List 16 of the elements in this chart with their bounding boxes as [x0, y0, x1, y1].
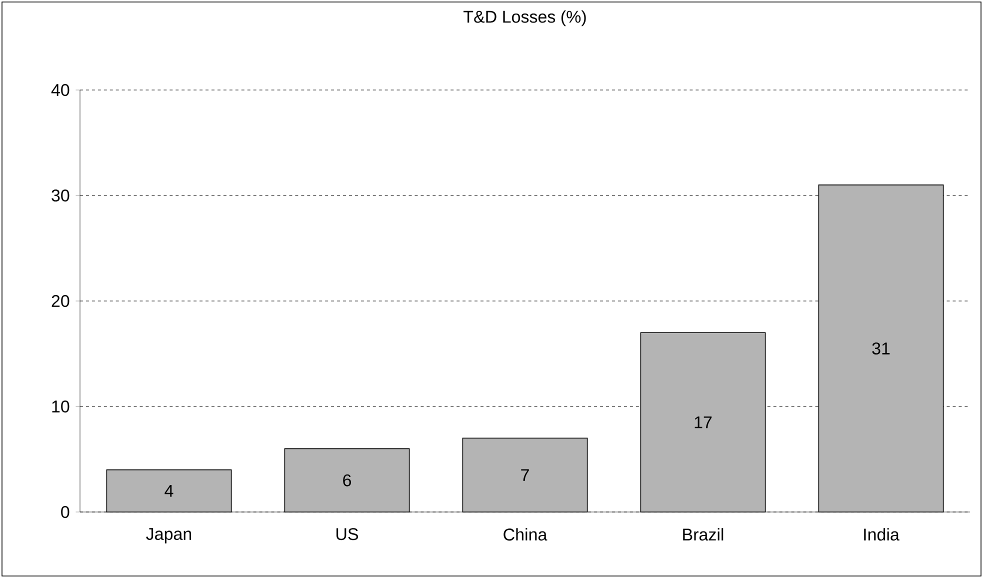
x-tick-label: Japan — [146, 528, 192, 544]
x-tick-label: China — [504, 528, 548, 541]
x-tick-label: India — [864, 528, 900, 541]
x-tick-label: Brazil — [683, 528, 724, 541]
data-label: 7 — [521, 469, 529, 481]
y-tick-label: 10 — [52, 400, 70, 413]
chart-title: T&D Losses (%) — [464, 10, 586, 26]
y-tick-label: 30 — [52, 189, 70, 202]
data-label: 4 — [164, 485, 174, 497]
x-tick-label: US — [336, 528, 358, 540]
y-tick-label: 20 — [52, 294, 70, 308]
y-tick-label: 0 — [61, 506, 70, 518]
y-tick-label: 40 — [51, 84, 70, 96]
data-label: 31 — [872, 342, 890, 354]
data-label: 6 — [343, 474, 351, 486]
data-label: 17 — [694, 416, 712, 428]
